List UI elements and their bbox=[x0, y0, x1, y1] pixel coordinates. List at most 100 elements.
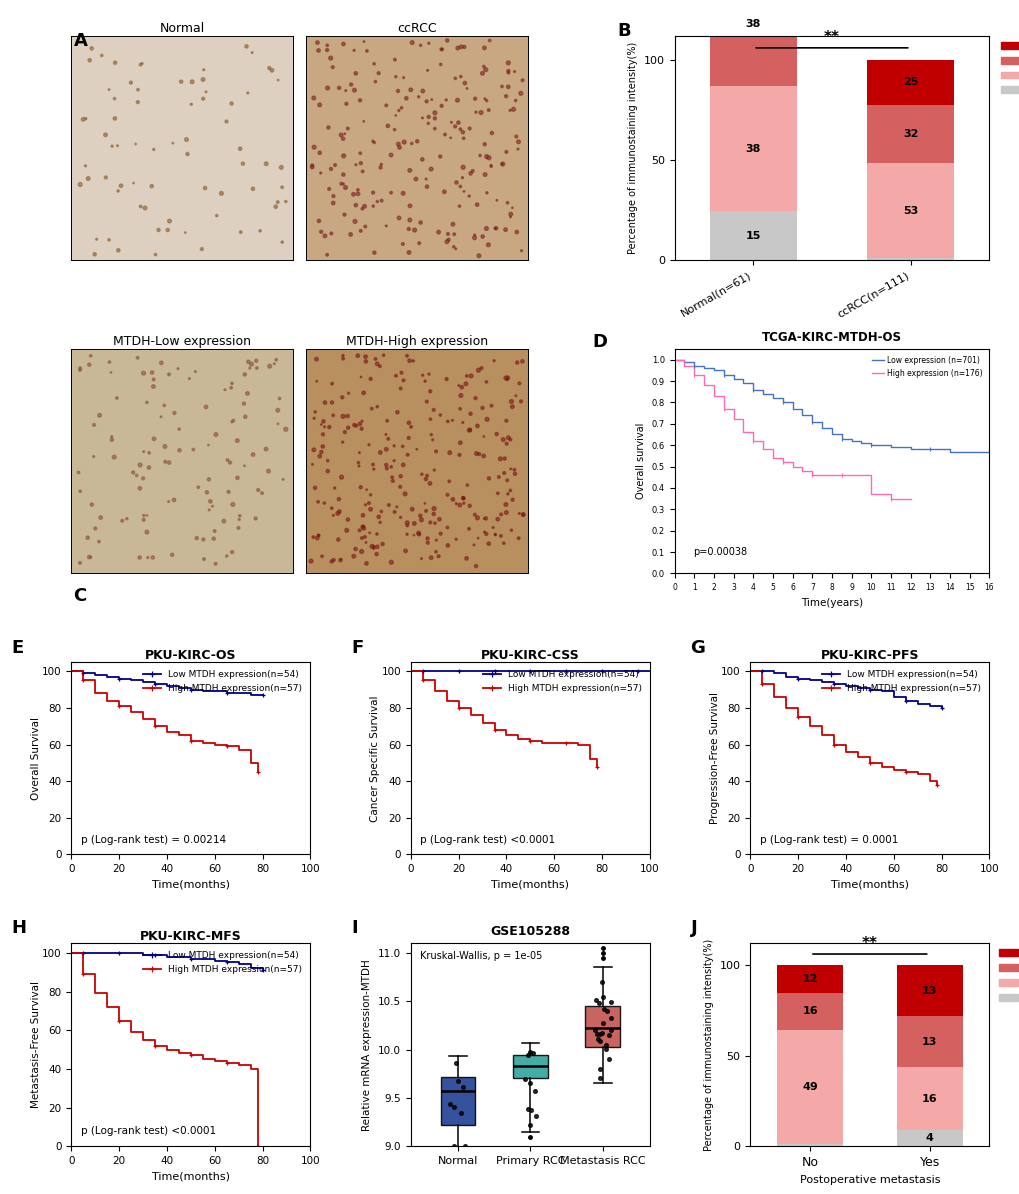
Point bbox=[131, 455, 148, 474]
Point bbox=[462, 405, 478, 424]
Point bbox=[379, 116, 395, 135]
Point bbox=[86, 447, 102, 466]
Point bbox=[356, 518, 372, 537]
Point bbox=[345, 41, 362, 60]
Point bbox=[378, 96, 394, 115]
Point bbox=[173, 72, 190, 91]
Point bbox=[350, 180, 366, 199]
Point bbox=[467, 90, 483, 109]
Point bbox=[392, 467, 409, 486]
X-axis label: Time(months): Time(months) bbox=[830, 880, 908, 890]
Point bbox=[118, 509, 135, 528]
Point bbox=[426, 104, 442, 123]
Point bbox=[357, 217, 373, 236]
Point bbox=[81, 355, 97, 374]
Point bbox=[395, 68, 412, 87]
Point bbox=[466, 226, 482, 245]
Point bbox=[364, 537, 380, 556]
Point bbox=[97, 125, 113, 144]
Point bbox=[238, 37, 255, 56]
Point bbox=[474, 399, 490, 418]
Point bbox=[353, 368, 369, 387]
Point bbox=[383, 457, 399, 476]
Point bbox=[499, 54, 516, 73]
Title: TCGA-KIRC-MTDH-OS: TCGA-KIRC-MTDH-OS bbox=[761, 331, 901, 344]
Point bbox=[439, 518, 455, 537]
Point bbox=[312, 447, 328, 466]
Point bbox=[107, 109, 123, 128]
Point bbox=[206, 522, 222, 541]
Point bbox=[369, 524, 385, 543]
Low expression (n=701) bbox=[678, 355, 690, 369]
Point bbox=[446, 69, 463, 88]
Point bbox=[129, 80, 146, 99]
Point bbox=[513, 392, 529, 411]
Point bbox=[445, 224, 462, 244]
Point bbox=[520, 1100, 536, 1119]
Point bbox=[401, 196, 418, 215]
Point bbox=[196, 60, 212, 79]
Point bbox=[139, 523, 155, 542]
Point bbox=[389, 81, 406, 100]
Point bbox=[386, 121, 403, 140]
Point bbox=[510, 140, 526, 159]
Point bbox=[409, 131, 425, 150]
Point bbox=[306, 137, 322, 156]
Low expression (n=701) bbox=[707, 363, 719, 377]
Point bbox=[489, 510, 505, 529]
Point bbox=[451, 177, 468, 196]
Point bbox=[244, 355, 260, 374]
Point bbox=[466, 228, 482, 247]
Point bbox=[234, 154, 251, 173]
Point bbox=[461, 119, 477, 139]
Point bbox=[410, 524, 426, 543]
Point bbox=[373, 155, 389, 174]
Point bbox=[342, 75, 359, 94]
High expression (n=176) bbox=[756, 442, 768, 456]
Point bbox=[216, 511, 232, 530]
Point bbox=[324, 374, 340, 393]
Point bbox=[106, 90, 122, 109]
Point bbox=[474, 227, 490, 246]
Point bbox=[462, 420, 478, 439]
Point bbox=[525, 1044, 541, 1063]
Point bbox=[72, 176, 89, 195]
Point bbox=[137, 198, 153, 217]
Point bbox=[597, 1035, 613, 1054]
Point bbox=[338, 94, 355, 113]
Point bbox=[132, 197, 149, 216]
Point bbox=[339, 406, 356, 425]
Point bbox=[505, 460, 522, 479]
Point bbox=[451, 119, 468, 139]
Point bbox=[442, 1094, 459, 1113]
Point bbox=[315, 412, 331, 431]
Point bbox=[472, 146, 488, 165]
Point bbox=[209, 207, 225, 226]
Point bbox=[451, 433, 468, 453]
Point bbox=[277, 420, 293, 439]
Point bbox=[107, 54, 123, 73]
Point bbox=[458, 549, 474, 568]
High expression (n=176) bbox=[688, 368, 700, 382]
Point bbox=[395, 371, 412, 390]
Point bbox=[386, 50, 403, 69]
PathPatch shape bbox=[513, 1055, 547, 1077]
Point bbox=[438, 31, 454, 50]
Point bbox=[444, 215, 461, 234]
Point bbox=[194, 240, 210, 259]
Point bbox=[481, 31, 497, 50]
Point bbox=[334, 407, 351, 426]
Point bbox=[319, 36, 335, 55]
Point bbox=[422, 513, 438, 533]
Point bbox=[71, 361, 88, 380]
Low expression (n=701) bbox=[815, 421, 827, 436]
Point bbox=[387, 367, 404, 386]
Point bbox=[326, 155, 342, 174]
Point bbox=[306, 88, 322, 107]
Point bbox=[346, 211, 363, 230]
Point bbox=[422, 382, 438, 401]
Point bbox=[334, 346, 351, 365]
Point bbox=[478, 373, 494, 392]
Point bbox=[461, 497, 477, 516]
Point bbox=[217, 380, 233, 399]
